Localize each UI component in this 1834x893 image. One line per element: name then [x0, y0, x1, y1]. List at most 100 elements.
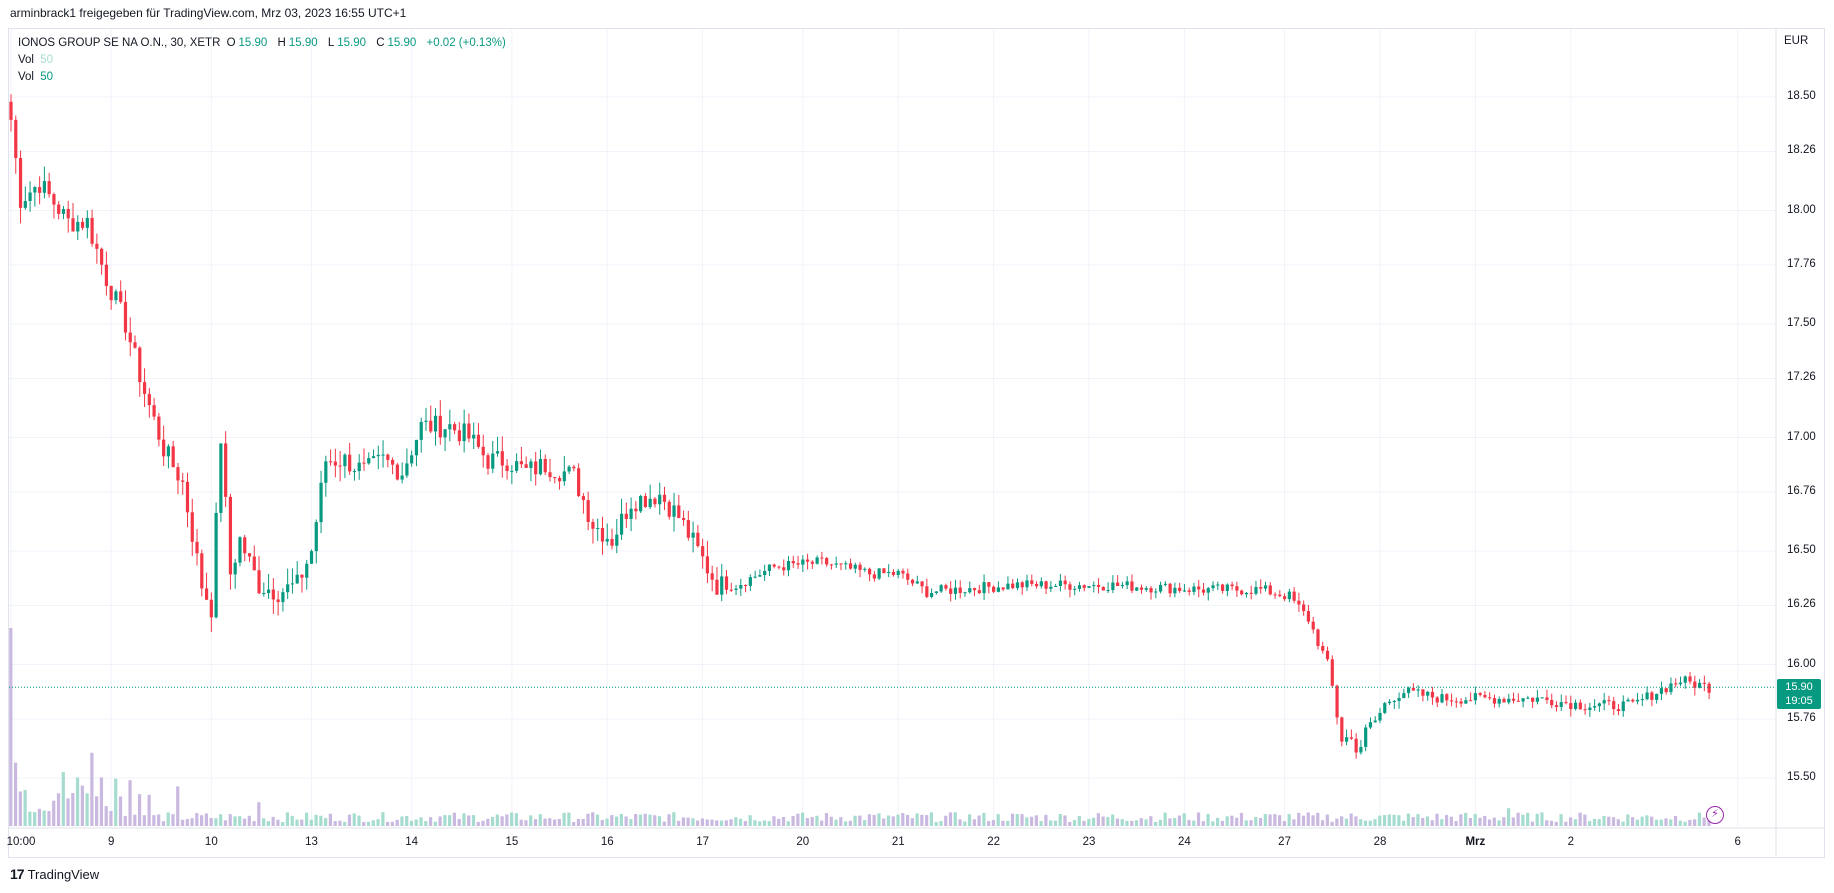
candle-body	[872, 574, 876, 579]
candle-body	[166, 446, 171, 457]
volume-label[interactable]: Vol	[18, 71, 34, 83]
candle-body	[548, 472, 552, 478]
candle-body	[1235, 586, 1239, 591]
candle-body	[114, 291, 118, 301]
tradingview-brand[interactable]: 17 TradingView	[10, 866, 99, 882]
volume-bar	[1091, 817, 1096, 826]
candle-body	[476, 434, 481, 447]
volume-bar	[1549, 820, 1554, 826]
volume-bar	[953, 812, 957, 826]
volume-bar	[591, 812, 595, 826]
volume-bar	[915, 813, 919, 826]
volume-bar	[1111, 814, 1115, 826]
candle-body	[1273, 594, 1277, 596]
candle-body	[233, 562, 237, 575]
candle-body	[634, 508, 638, 512]
volume-bar	[1621, 821, 1625, 826]
candle-body	[1473, 693, 1477, 701]
volume-bar	[476, 821, 480, 826]
candle-body	[825, 557, 829, 565]
candle-body	[777, 566, 781, 568]
volume-bar	[1540, 812, 1544, 826]
candle-body	[438, 415, 442, 438]
currency-label[interactable]: EUR	[1784, 35, 1809, 47]
volume-bar	[1631, 817, 1635, 826]
volume-bar	[820, 820, 824, 826]
volume-bar	[638, 814, 643, 826]
candle-body	[243, 537, 247, 554]
candle-body	[1507, 698, 1511, 703]
candle-body	[1373, 720, 1377, 723]
volume-bar	[929, 812, 934, 826]
candle-body	[1130, 581, 1134, 591]
candle-body	[591, 522, 595, 529]
candle-body	[414, 439, 419, 456]
volume-bar	[691, 818, 695, 826]
candle-body	[162, 439, 166, 457]
candle-body	[1306, 611, 1311, 622]
volume-bar	[1273, 814, 1277, 826]
candle-body	[1383, 703, 1387, 713]
volume-bar	[1497, 820, 1501, 826]
volume-bar	[1063, 815, 1067, 826]
volume-bar	[209, 817, 213, 826]
candle-body	[266, 589, 271, 594]
volume-bar	[1673, 815, 1678, 826]
volume-bar	[1506, 808, 1511, 826]
candle-body	[300, 574, 304, 578]
volume-bar	[1254, 816, 1258, 826]
candle-body	[1664, 688, 1668, 693]
volume-bar	[1578, 812, 1582, 826]
volume-bar	[944, 815, 948, 826]
volume-bar	[85, 793, 89, 826]
candle-body	[1263, 585, 1268, 589]
candle-body	[653, 498, 657, 505]
volume-bar	[657, 816, 662, 826]
candle-body	[1154, 591, 1158, 593]
candle-body	[1220, 584, 1225, 591]
volume-bar	[1545, 820, 1549, 826]
volume-bar	[1611, 817, 1616, 826]
candle-body	[910, 579, 915, 584]
volume-bar	[104, 806, 108, 826]
volume-bar	[1535, 813, 1539, 826]
candle-body	[28, 192, 32, 201]
candle-body	[109, 285, 113, 301]
volume-bar	[977, 815, 981, 826]
candle-body	[930, 592, 934, 597]
candle-body	[481, 446, 485, 456]
volume-bar	[715, 820, 719, 826]
volume-row-1: Vol 50	[18, 52, 513, 69]
candle-body	[371, 456, 376, 459]
volume-bar	[1697, 812, 1701, 826]
candle-body	[209, 599, 213, 618]
chart-legend: IONOS GROUP SE NA O.N., 30, XETR O 15.90 …	[18, 35, 513, 86]
volume-bar	[56, 793, 61, 826]
candle-body	[1025, 580, 1029, 588]
volume-bar	[462, 813, 466, 826]
volume-bar	[1235, 817, 1239, 826]
candle-body	[1392, 700, 1396, 702]
volume-bar	[1530, 821, 1535, 826]
volume-label[interactable]: Vol	[18, 54, 34, 66]
candle-body	[877, 568, 881, 579]
volume-bar	[23, 789, 27, 826]
volume-bar	[1182, 813, 1186, 826]
volume-bar	[371, 820, 375, 826]
volume-bar	[123, 816, 127, 826]
candle-body	[195, 541, 199, 554]
volume-bar	[42, 810, 46, 826]
volume-bar	[629, 819, 633, 826]
candle-body	[1526, 697, 1530, 699]
lightning-icon[interactable]: ⚡	[1706, 806, 1724, 824]
candle-body	[1249, 592, 1253, 594]
symbol-label[interactable]: IONOS GROUP SE NA O.N., 30, XETR	[18, 37, 221, 49]
volume-bar	[901, 813, 905, 826]
volume-bar	[1072, 820, 1077, 826]
volume-bar	[1573, 819, 1577, 826]
volume-bar	[920, 814, 924, 826]
low-label: L	[327, 37, 335, 49]
volume-bar	[1020, 814, 1024, 826]
volume-bar	[834, 819, 838, 826]
